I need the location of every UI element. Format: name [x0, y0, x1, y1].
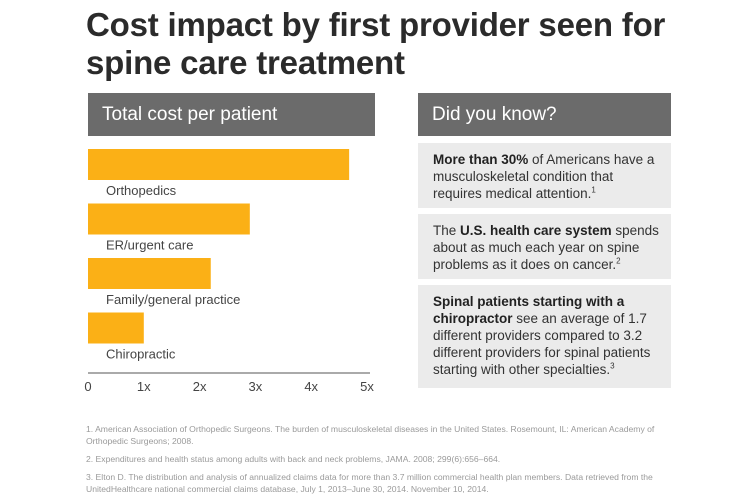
x-tick-label-0: 0 — [84, 379, 91, 394]
fact-1-bold: More than 30% — [433, 152, 529, 167]
bar-2 — [88, 203, 250, 235]
fact-card-1: More than 30% of Americans have a muscul… — [418, 143, 671, 208]
footnote-2: 2. Expenditures and health status among … — [86, 454, 501, 464]
bar-3 — [88, 258, 211, 289]
bar-4 — [88, 312, 144, 344]
x-tick-label-4: 4x — [304, 379, 318, 394]
fact-2-pre: The — [433, 223, 461, 238]
did-you-know-header: Did you know? — [418, 93, 671, 136]
fact-2-bold: U.S. health care system — [460, 223, 612, 238]
page-title: Cost impact by first provider seen for s… — [86, 6, 666, 81]
fact-2-footnote-ref: 2 — [616, 256, 621, 266]
x-tick-label-3: 3x — [249, 379, 263, 394]
fact-3-footnote-ref: 3 — [610, 361, 615, 371]
category-label-3: Family/general practice — [106, 292, 240, 307]
x-tick-label-1: 1x — [137, 379, 151, 394]
fact-2-text: spends about as much each year on spine … — [433, 223, 659, 272]
fact-3-bold: Spinal patients starting with a chiropra… — [433, 294, 625, 326]
fact-1-footnote-ref: 1 — [591, 185, 596, 195]
fact-3-text: see an average of 1.7 different provider… — [433, 311, 651, 377]
category-label-4: Chiropractic — [106, 347, 176, 362]
chart-panel-header: Total cost per patient — [88, 93, 375, 136]
category-label-2: ER/urgent care — [106, 238, 193, 253]
fact-1-text: of Americans have a musculoskeletal cond… — [433, 152, 655, 201]
bar-1 — [88, 149, 350, 180]
footnote-3: 3. Elton D. The distribution and analysi… — [86, 472, 653, 494]
footnote-1: 1. American Association of Orthopedic Su… — [86, 424, 655, 446]
fact-card-2: The U.S. health care system spends about… — [418, 214, 671, 279]
x-tick-label-2: 2x — [193, 379, 207, 394]
fact-card-3: Spinal patients starting with a chiropra… — [418, 285, 671, 388]
footnotes: 1. American Association of Orthopedic Su… — [86, 423, 686, 501]
category-label-1: Orthopedics — [106, 183, 177, 198]
x-tick-label-5: 5x — [360, 379, 374, 394]
